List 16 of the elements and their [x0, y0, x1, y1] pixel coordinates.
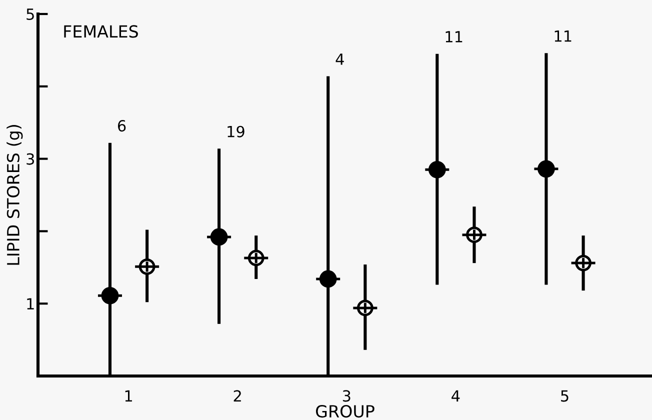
- text: FEMALES: [64, 25, 138, 38]
- annotation: 11: [554, 30, 572, 42]
- annotation: 6: [118, 120, 126, 132]
- annotation: 19: [228, 126, 244, 138]
- x-axis-title: GROUP: [316, 404, 374, 418]
- x-tick-label: 5: [561, 390, 568, 402]
- y-tick-label: 1: [27, 298, 34, 310]
- y-tick-label: 5: [26, 8, 34, 20]
- annotation: 4: [336, 54, 344, 65]
- y-tick-label: 3: [26, 153, 34, 165]
- x-tick-label: 2: [234, 390, 241, 402]
- annotation: 11: [446, 31, 462, 42]
- y-axis-title: LIPID STORES (g): [6, 125, 23, 265]
- x-tick-label: 4: [452, 390, 460, 402]
- x-tick-label: 1: [125, 390, 132, 402]
- x-tick-label: 3: [342, 390, 350, 402]
